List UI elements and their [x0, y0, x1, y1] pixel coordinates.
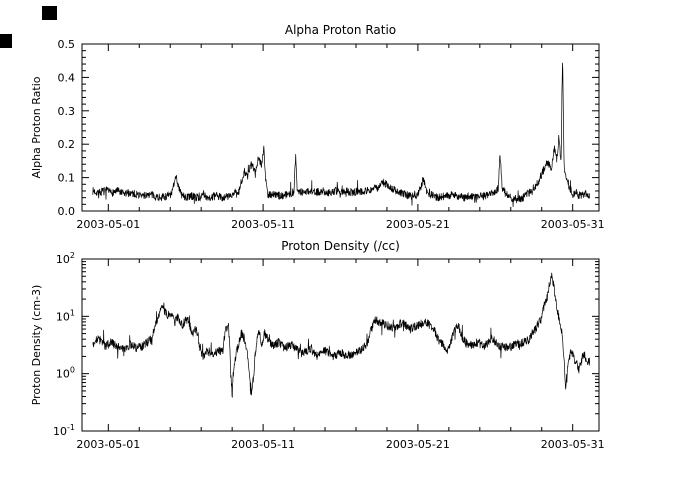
proton-density-chart: 2003-05-01 2003-05-11 2003-05-21 2003-05-31… [30, 251, 605, 451]
x-tick-label: 2003-05-31 [541, 438, 605, 451]
x-tick-label: 2003-05-01 [76, 218, 140, 231]
y-tick-label: 100 [56, 366, 75, 381]
x-tick-label: 2003-05-21 [386, 218, 450, 231]
y-tick-label: 0.5 [58, 38, 76, 51]
proton-density-series-line [92, 272, 591, 398]
alpha-proton-ratio-chart: 2003-05-01 2003-05-11 2003-05-21 2003-05-31… [30, 38, 605, 231]
plot-frame [81, 43, 600, 212]
x-tick-label: 2003-05-11 [231, 218, 295, 231]
y-tick-label: 0.3 [58, 105, 76, 118]
x-tick-label: 2003-05-21 [386, 438, 450, 451]
y-tick-label: 0.1 [58, 172, 76, 185]
alpha-proton-ratio-y-axis-label: Alpha Proton Ratio [30, 76, 43, 178]
plot-frame [81, 258, 600, 432]
chart-title-proton-density: Proton Density (/cc) [281, 239, 400, 253]
y-tick-label: 101 [56, 308, 75, 323]
alpha-proton-ratio-series-line [92, 62, 591, 208]
y-tick-label: 10-1 [53, 423, 75, 438]
screen-artifact [42, 6, 57, 20]
x-tick-label: 2003-05-31 [541, 218, 605, 231]
y-tick-label: 102 [56, 251, 75, 266]
x-tick-label: 2003-05-11 [231, 438, 295, 451]
chart-title-alpha-proton-ratio: Alpha Proton Ratio [284, 23, 397, 37]
y-tick-label: 0.0 [58, 205, 76, 218]
y-tick-label: 0.4 [58, 71, 76, 84]
y-tick-label: 0.2 [58, 138, 76, 151]
x-tick-label: 2003-05-01 [76, 438, 140, 451]
proton-density-y-axis-label: Proton Density (cm-3) [30, 285, 43, 406]
screen-artifact [0, 34, 12, 48]
